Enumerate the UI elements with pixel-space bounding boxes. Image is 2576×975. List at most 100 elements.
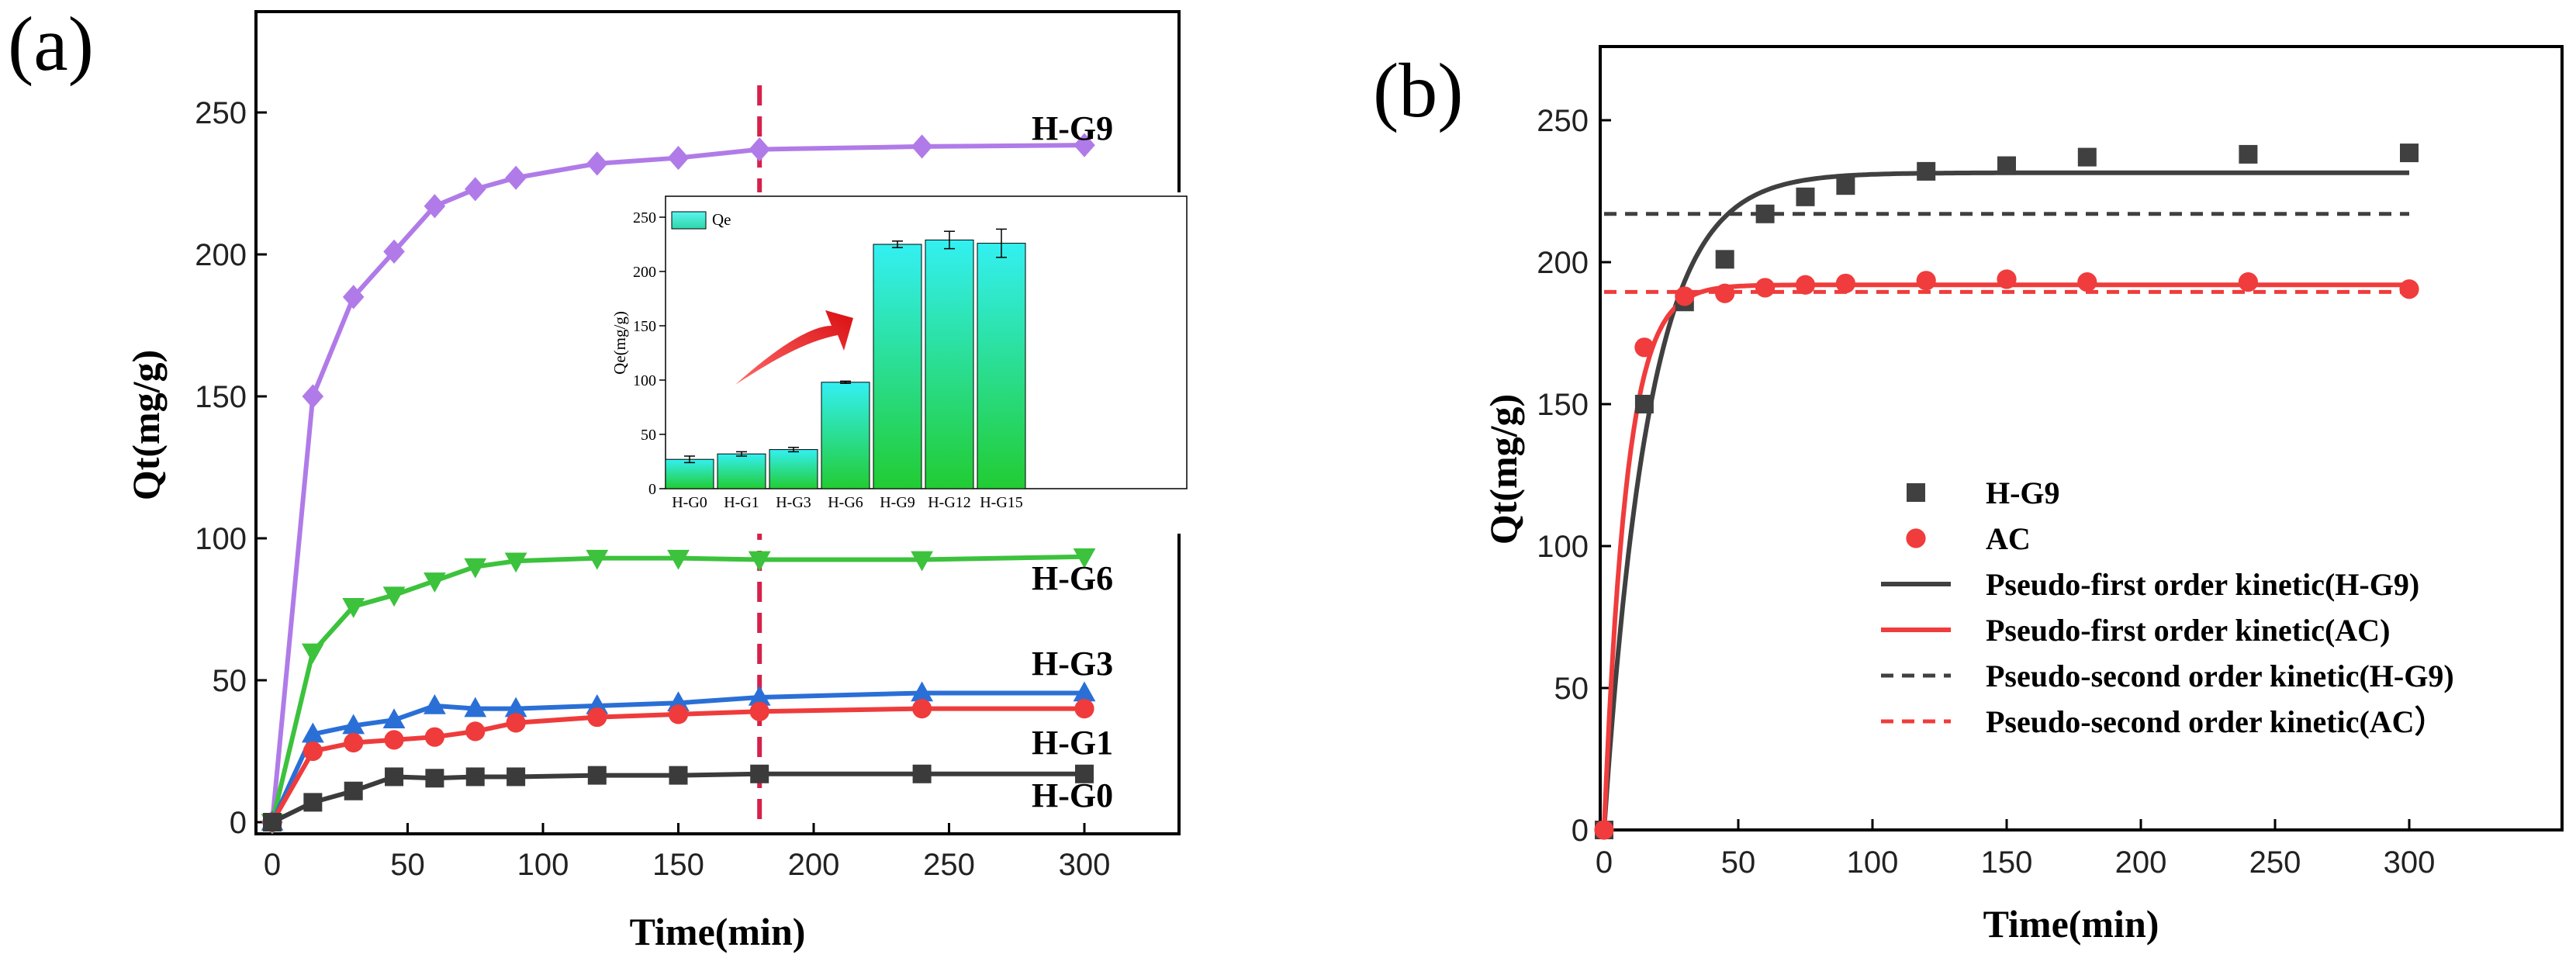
point-ac xyxy=(1795,275,1816,295)
point-h-g9 xyxy=(1796,187,1815,206)
inset-y-tick-label: 200 xyxy=(633,264,656,281)
point-h-g0 xyxy=(385,767,404,787)
point-h-g3 xyxy=(424,693,446,714)
chart-b-series xyxy=(1594,143,2419,840)
point-h-g6 xyxy=(586,549,609,570)
point-h-g1 xyxy=(1074,699,1094,719)
point-h-g3 xyxy=(301,722,324,743)
inset-bar-h-g1 xyxy=(717,453,766,489)
point-h-g1 xyxy=(303,741,323,762)
x-tick-label: 0 xyxy=(264,848,281,882)
inset-bar-h-g12 xyxy=(925,239,974,489)
point-ac xyxy=(1835,273,1855,294)
series-label-h-g6: H-G6 xyxy=(1032,559,1113,597)
point-h-g6 xyxy=(748,551,771,572)
point-h-g9 xyxy=(1997,156,2016,175)
inset-y-tick-label: 150 xyxy=(633,318,656,335)
y-tick-label: 200 xyxy=(195,238,247,272)
point-h-g0 xyxy=(587,766,607,785)
panel-a-label: (a) xyxy=(8,1,94,87)
series-label-h-g3: H-G3 xyxy=(1032,645,1113,683)
chart-b-xlabel: Time(min) xyxy=(1983,902,2159,946)
point-h-g9 xyxy=(1755,204,1775,223)
inset-x-tick-label: H-G0 xyxy=(672,494,707,511)
point-h-g1 xyxy=(344,732,364,753)
point-h-g6 xyxy=(667,549,690,570)
x-tick-label: 50 xyxy=(1721,845,1756,880)
y-tick-label: 250 xyxy=(195,96,247,130)
point-ac xyxy=(2238,272,2258,292)
x-tick-label: 200 xyxy=(2115,845,2167,880)
point-h-g9 xyxy=(342,285,365,309)
y-tick-label: 100 xyxy=(1537,530,1589,564)
point-ac xyxy=(1594,820,1614,840)
y-tick-label: 0 xyxy=(230,806,247,840)
point-h-g0 xyxy=(344,781,363,800)
point-ac xyxy=(1755,278,1776,298)
legend-label: AC xyxy=(1986,521,2031,556)
point-ac xyxy=(2399,279,2419,299)
point-h-g9 xyxy=(2239,144,2258,164)
x-tick-label: 150 xyxy=(1981,845,2033,880)
x-tick-label: 50 xyxy=(390,848,425,882)
point-h-g9 xyxy=(302,384,324,409)
point-h-g6 xyxy=(1073,548,1096,569)
point-h-g9 xyxy=(505,165,527,190)
point-h-g9 xyxy=(911,134,933,159)
chart-b-axes: 0 50 100 150 200 250 0 50 100 150 200 250 300 xyxy=(1537,104,2435,880)
point-h-g0 xyxy=(425,769,444,788)
point-h-g9 xyxy=(383,239,405,264)
point-h-g9 xyxy=(667,145,690,171)
point-h-g1 xyxy=(384,730,404,750)
point-h-g3 xyxy=(342,714,365,735)
legend-label: Pseudo-second order kinetic(AC） xyxy=(1986,704,2446,739)
inset-bar-h-g0 xyxy=(665,458,714,489)
inset-legend-label: Qe xyxy=(712,210,731,229)
legend-swatch xyxy=(1907,483,1925,502)
x-tick-label: 100 xyxy=(517,848,569,882)
y-tick-label: 150 xyxy=(1537,388,1589,422)
point-h-g3 xyxy=(911,681,933,702)
point-h-g3 xyxy=(464,697,487,717)
point-h-g6 xyxy=(424,572,446,593)
point-h-g6 xyxy=(342,598,365,618)
point-h-g6 xyxy=(911,551,933,572)
point-h-g1 xyxy=(668,704,689,724)
point-h-g0 xyxy=(912,764,932,783)
series-label-h-g1: H-G1 xyxy=(1032,724,1113,762)
point-h-g9 xyxy=(1836,176,1855,195)
inset-y-tick-label: 0 xyxy=(648,481,656,498)
inset-x-tick-label: H-G3 xyxy=(776,494,811,511)
point-h-g0 xyxy=(669,766,688,785)
point-h-g9 xyxy=(1715,250,1734,269)
x-tick-label: 150 xyxy=(652,848,704,882)
point-h-g9 xyxy=(1634,395,1654,413)
inset-bar-h-g3 xyxy=(769,449,818,489)
point-h-g9 xyxy=(1074,133,1095,157)
point-ac xyxy=(1634,337,1655,358)
inset-bar-chart: 0 50 100 150 200 250 H-G0 H-G1 H-G3 H-G6 H-G9 H-G1… xyxy=(597,192,1195,534)
point-h-g3 xyxy=(1073,681,1096,702)
point-h-g1 xyxy=(506,713,526,733)
point-h-g9 xyxy=(464,177,486,202)
inset-x-tick-label: H-G6 xyxy=(828,494,863,511)
chart-a-ylabel: Qt(mg/g) xyxy=(124,350,168,500)
chart-b: 0 50 100 150 200 250 0 50 100 150 200 250 300 Time(m… xyxy=(1482,45,2564,946)
point-h-g6 xyxy=(464,558,487,579)
legend-label: Pseudo-second order kinetic(H-G9) xyxy=(1986,659,2454,693)
point-h-g6 xyxy=(301,643,324,664)
inset-axes: 0 50 100 150 200 250 xyxy=(633,209,666,498)
trend-arrow-icon xyxy=(735,310,853,385)
chart-b-legend: H-G9 AC Pseudo-first order kinetic(H-G9) Ps… xyxy=(1881,475,2454,739)
point-h-g1 xyxy=(465,721,486,742)
inset-y-tick-label: 250 xyxy=(633,209,656,226)
point-h-g3 xyxy=(382,708,406,729)
inset-legend-swatch xyxy=(671,211,707,230)
chart-a-axes: 0 50 100 150 200 250 0 50 100 150 200 250 300 xyxy=(195,96,1110,882)
panel-b-label: (b) xyxy=(1373,47,1464,133)
inset-bar-h-g9 xyxy=(873,244,922,489)
x-tick-label: 300 xyxy=(1059,848,1111,882)
series-line-h-g9 xyxy=(270,143,1085,823)
x-tick-label: 0 xyxy=(1596,845,1613,880)
